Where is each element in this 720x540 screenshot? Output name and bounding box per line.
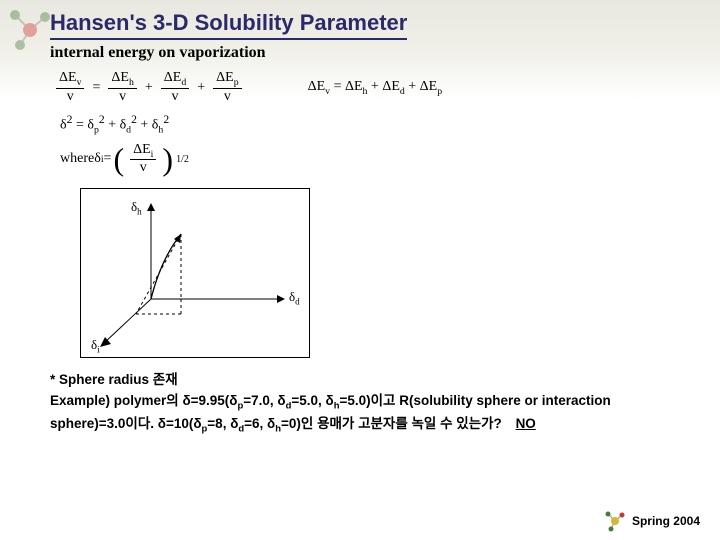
plus-sign: + [145, 80, 153, 96]
example-text: * Sphere radius 존재 Example) polymer의 δ=9… [50, 370, 680, 436]
footer-molecule-icon [604, 510, 626, 532]
answer-no: NO [516, 416, 536, 431]
equation-where-delta-i: where δi = ( ΔEi v ) 1/2 [60, 142, 680, 177]
three-d-axis-diagram: δh δd δi [80, 188, 310, 358]
axis-svg [81, 189, 311, 359]
frac-ep: ΔEp v [213, 70, 241, 105]
plus-sign: + [197, 80, 205, 96]
footer-text: Spring 2004 [632, 514, 700, 528]
axis-label-d: δd [289, 289, 300, 307]
subtitle: internal energy on vaporization [50, 44, 680, 62]
equals-sign: = [92, 80, 100, 96]
equation-energy-sum: ΔEv = ΔEh + ΔEd + ΔEp [308, 79, 443, 97]
frac-ev: ΔEv v [56, 70, 84, 105]
axis-label-i: δi [91, 337, 100, 355]
axis-label-h: δh [131, 199, 142, 217]
equation-energy-fractions: ΔEv v = ΔEh v + ΔEd v + ΔEp v ΔEv = ΔEh … [50, 70, 680, 105]
main-content: Hansen's 3-D Solubility Parameter intern… [0, 0, 720, 436]
frac-ed: ΔEd v [161, 70, 189, 105]
footer: Spring 2004 [604, 510, 700, 532]
equation-delta-squared: δ2 = δp2 + δd2 + δh2 [60, 113, 680, 135]
frac-eh: ΔEh v [108, 70, 136, 105]
page-title: Hansen's 3-D Solubility Parameter [50, 10, 407, 40]
